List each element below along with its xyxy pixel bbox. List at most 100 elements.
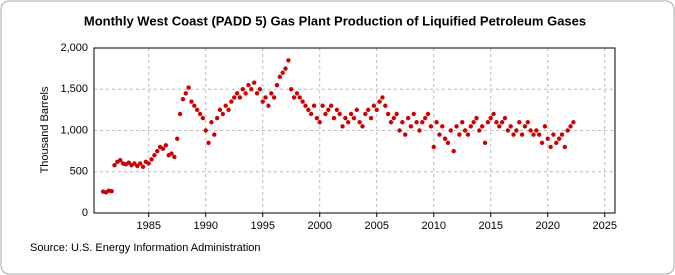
data-point [551, 132, 556, 137]
data-point [562, 144, 568, 150]
data-point [118, 158, 123, 163]
data-point [368, 115, 374, 121]
data-point [400, 120, 405, 125]
data-point [462, 128, 468, 133]
data-point [397, 128, 402, 133]
data-point [109, 188, 114, 194]
data-point [491, 111, 496, 117]
data-point [471, 120, 476, 125]
data-point [126, 160, 131, 165]
data-point [479, 124, 485, 129]
data-point [289, 87, 294, 92]
data-point [542, 124, 548, 129]
data-point [217, 107, 223, 113]
data-point [251, 80, 257, 85]
data-point [328, 103, 334, 108]
data-point [192, 103, 197, 108]
data-point [511, 132, 516, 137]
data-point [536, 132, 542, 137]
data-point [454, 124, 459, 129]
x-tick-label: 1990 [193, 220, 217, 232]
data-point [186, 85, 191, 90]
plot-frame [93, 47, 616, 214]
x-tick-label: 2005 [364, 220, 388, 232]
data-point [539, 140, 545, 146]
data-point [340, 124, 345, 129]
x-tick-label: 2020 [535, 220, 559, 232]
data-point [445, 140, 451, 146]
data-point [363, 111, 368, 117]
data-point [391, 115, 397, 121]
data-point [365, 107, 371, 113]
data-point [283, 66, 288, 71]
data-point [206, 140, 211, 146]
data-point [346, 120, 351, 125]
data-point [209, 120, 214, 125]
data-point [377, 99, 382, 104]
data-point [291, 95, 297, 100]
data-point [571, 120, 576, 125]
x-tick-label: 1995 [250, 220, 274, 232]
x-tick-label: 2010 [421, 220, 445, 232]
data-point [212, 132, 217, 137]
data-point [414, 120, 419, 125]
data-point [263, 95, 268, 100]
data-point [326, 107, 331, 113]
source: Source: U.S. Energy Information Administ… [30, 242, 261, 254]
data-point [180, 96, 186, 102]
data-point [420, 120, 425, 125]
data-point [331, 115, 337, 121]
data-point [434, 120, 439, 125]
data-point [266, 103, 271, 108]
data-point [297, 95, 302, 100]
data-point [360, 124, 365, 129]
data-point [303, 103, 308, 108]
data-point [517, 120, 522, 125]
data-point [334, 107, 340, 113]
x-tick-label: 2025 [592, 220, 616, 232]
data-point [417, 128, 422, 133]
data-point [499, 120, 505, 125]
data-point [300, 99, 305, 104]
data-point [112, 162, 117, 168]
data-point [465, 132, 471, 137]
data-point [249, 87, 254, 92]
data-point [172, 154, 177, 160]
data-point [505, 128, 511, 133]
data-point [457, 132, 462, 137]
data-point [383, 103, 388, 108]
data-point [485, 120, 491, 125]
data-point [488, 115, 493, 121]
y-tick-label: 500 [70, 166, 88, 178]
data-point [425, 111, 431, 117]
data-point [351, 115, 357, 121]
data-point [277, 74, 283, 80]
data-point [232, 95, 237, 100]
data-point [394, 111, 399, 117]
data-point [194, 107, 200, 113]
data-point [246, 82, 251, 88]
data-point [254, 91, 260, 96]
data-point [556, 136, 562, 141]
data-point [437, 132, 442, 137]
data-point [317, 120, 322, 125]
data-point [226, 107, 231, 113]
data-point [294, 91, 300, 96]
data-point [514, 128, 519, 133]
data-point [175, 136, 180, 141]
data-point [411, 111, 416, 117]
data-point [519, 132, 525, 137]
data-point [308, 111, 314, 117]
data-point [257, 87, 263, 92]
x-tick-label: 2000 [307, 220, 331, 232]
data-point [323, 111, 328, 117]
data-point [554, 140, 559, 146]
data-point [234, 91, 240, 96]
data-point [388, 120, 394, 125]
data-point [508, 124, 513, 129]
data-point [214, 115, 220, 121]
data-point [343, 115, 348, 121]
y-tick-label: 1,000 [60, 124, 88, 136]
data-point [380, 95, 385, 100]
